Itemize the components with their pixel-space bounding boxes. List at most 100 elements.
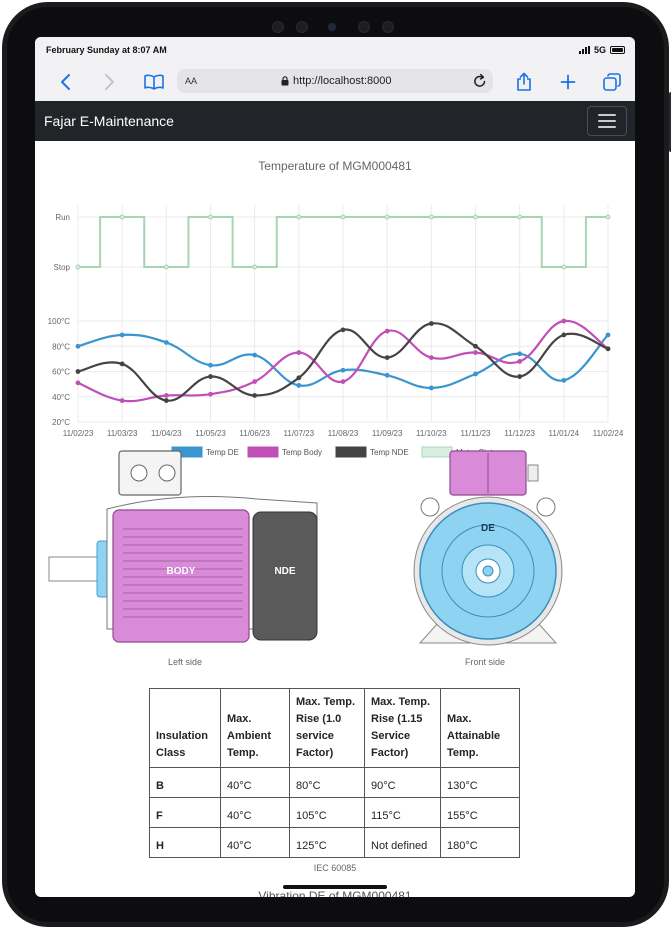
y-tick-label: 80°C bbox=[52, 342, 70, 351]
data-point-temp-de bbox=[473, 371, 478, 377]
share-icon[interactable] bbox=[509, 67, 539, 97]
left-side-caption: Left side bbox=[167, 657, 203, 667]
table-row: B 40°C 80°C 90°C 130°C bbox=[149, 767, 520, 798]
data-point-temp-nde bbox=[605, 346, 611, 352]
data-point-temp-body bbox=[208, 391, 213, 397]
data-point-temp-de bbox=[296, 382, 302, 388]
x-tick-label: 11/09/23 bbox=[372, 429, 403, 438]
back-icon[interactable] bbox=[50, 67, 80, 97]
data-point-temp-nde bbox=[340, 327, 346, 333]
camera-bar bbox=[266, 20, 406, 34]
data-point-temp-body bbox=[163, 393, 169, 398]
status-bar: February Sunday at 8:07 AM 5G bbox=[35, 37, 635, 63]
x-tick-label: 11/05/23 bbox=[195, 429, 226, 438]
data-point-motor-status bbox=[119, 214, 125, 220]
data-point-temp-nde bbox=[163, 398, 169, 403]
legend-label: Temp Body bbox=[282, 448, 322, 457]
reload-icon[interactable] bbox=[473, 73, 487, 92]
new-tab-icon[interactable] bbox=[553, 67, 583, 97]
table-row: H 40°C 125°C Not defined 180°C bbox=[149, 827, 520, 858]
data-point-motor-status bbox=[75, 264, 81, 270]
x-tick-label: 11/03/23 bbox=[107, 429, 138, 438]
data-point-temp-nde bbox=[561, 332, 567, 338]
home-indicator bbox=[283, 885, 387, 889]
data-point-temp-de bbox=[340, 367, 346, 373]
de-label: DE bbox=[481, 523, 495, 534]
data-point-motor-status bbox=[428, 214, 434, 220]
tabs-overview-icon[interactable] bbox=[597, 67, 627, 97]
reader-aa-button[interactable]: AA bbox=[185, 76, 198, 86]
data-point-temp-de bbox=[517, 351, 523, 357]
lock-icon bbox=[281, 76, 289, 86]
data-point-temp-de bbox=[384, 372, 390, 378]
x-tick-label: 11/10/23 bbox=[416, 429, 447, 438]
data-point-temp-de bbox=[561, 377, 567, 383]
cooling-fins bbox=[123, 528, 243, 618]
x-tick-label: 11/02/23 bbox=[63, 429, 94, 438]
network-label: 5G bbox=[593, 45, 606, 55]
cell-ambient: 40°C bbox=[220, 827, 290, 858]
data-point-temp-body bbox=[428, 355, 434, 361]
data-point-temp-body bbox=[119, 398, 125, 403]
data-point-temp-de bbox=[605, 332, 611, 338]
cell-rise-1-0: 125°C bbox=[289, 827, 365, 858]
menu-toggle-button[interactable] bbox=[587, 106, 627, 136]
cell-rise-1-15: Not defined bbox=[364, 827, 441, 858]
x-tick-label: 11/06/23 bbox=[239, 429, 270, 438]
screen: February Sunday at 8:07 AM 5G AA http://… bbox=[35, 37, 635, 897]
data-point-motor-status bbox=[208, 214, 213, 220]
data-point-temp-nde bbox=[296, 375, 302, 381]
x-tick-label: 11/12/23 bbox=[504, 429, 535, 438]
y-tick-label: 60°C bbox=[52, 368, 70, 377]
table-row: F 40°C 105°C 115°C 155°C bbox=[149, 797, 520, 828]
legend-swatch bbox=[247, 446, 279, 458]
cell-attainable: 180°C bbox=[440, 827, 520, 858]
y-tick-label: 20°C bbox=[52, 418, 70, 427]
signal-icon bbox=[578, 46, 590, 54]
legend-swatch bbox=[335, 446, 367, 458]
app-navbar: Fajar E-Maintenance bbox=[35, 101, 635, 141]
data-point-temp-nde bbox=[75, 369, 81, 374]
data-point-temp-nde bbox=[384, 355, 390, 361]
status-tick-label: Run bbox=[55, 213, 70, 222]
x-tick-label: 11/01/24 bbox=[549, 429, 580, 438]
data-point-motor-status bbox=[517, 214, 523, 220]
browser-toolbar: AA http://localhost:8000 bbox=[35, 63, 635, 101]
data-point-temp-nde bbox=[119, 361, 125, 367]
bookmarks-icon[interactable] bbox=[139, 67, 169, 97]
table-header-row: Insulation Class Max. Ambient Temp. Max.… bbox=[149, 688, 520, 768]
data-point-motor-status bbox=[473, 214, 478, 220]
data-point-temp-de bbox=[208, 362, 213, 368]
cell-class: B bbox=[149, 767, 221, 798]
cell-rise-1-0: 105°C bbox=[289, 797, 365, 828]
chart-title: Temperature of MGM000481 bbox=[258, 159, 412, 173]
cell-attainable: 130°C bbox=[440, 767, 520, 798]
temperature-chart: Run Stop 100°C 80°C 60°C 40°C 20°C 11/02/23 11/0… bbox=[48, 205, 624, 458]
data-point-temp-nde bbox=[252, 393, 258, 398]
legend-label: Temp DE bbox=[206, 448, 239, 457]
header-insulation-class: Insulation Class bbox=[149, 688, 221, 768]
data-point-temp-de bbox=[252, 352, 258, 358]
front-side-caption: Front side bbox=[464, 657, 506, 667]
forward-icon[interactable] bbox=[95, 67, 125, 97]
vibration-section-title: Vibration DE of MGM000481 bbox=[258, 889, 412, 897]
x-tick-label: 11/11/23 bbox=[461, 429, 492, 438]
status-time: February Sunday at 8:07 AM bbox=[46, 45, 167, 55]
address-bar[interactable]: AA http://localhost:8000 bbox=[177, 69, 493, 93]
brand-title[interactable]: Fajar E-Maintenance bbox=[44, 113, 174, 129]
legend-label: Temp NDE bbox=[370, 448, 409, 457]
nde-label: NDE bbox=[274, 566, 295, 577]
data-point-temp-de bbox=[75, 343, 81, 349]
data-point-motor-status bbox=[252, 264, 258, 270]
insulation-class-table: Insulation Class Max. Ambient Temp. Max.… bbox=[149, 688, 520, 858]
data-point-temp-body bbox=[75, 380, 81, 386]
data-point-motor-status bbox=[163, 264, 169, 270]
data-point-temp-nde bbox=[517, 374, 523, 379]
body-label: BODY bbox=[167, 566, 196, 577]
data-point-temp-nde bbox=[208, 374, 213, 379]
cell-class: F bbox=[149, 797, 221, 828]
cell-rise-1-15: 90°C bbox=[364, 767, 441, 798]
data-point-temp-body bbox=[517, 359, 523, 364]
status-tick-label: Stop bbox=[54, 263, 71, 272]
battery-icon bbox=[610, 46, 625, 54]
